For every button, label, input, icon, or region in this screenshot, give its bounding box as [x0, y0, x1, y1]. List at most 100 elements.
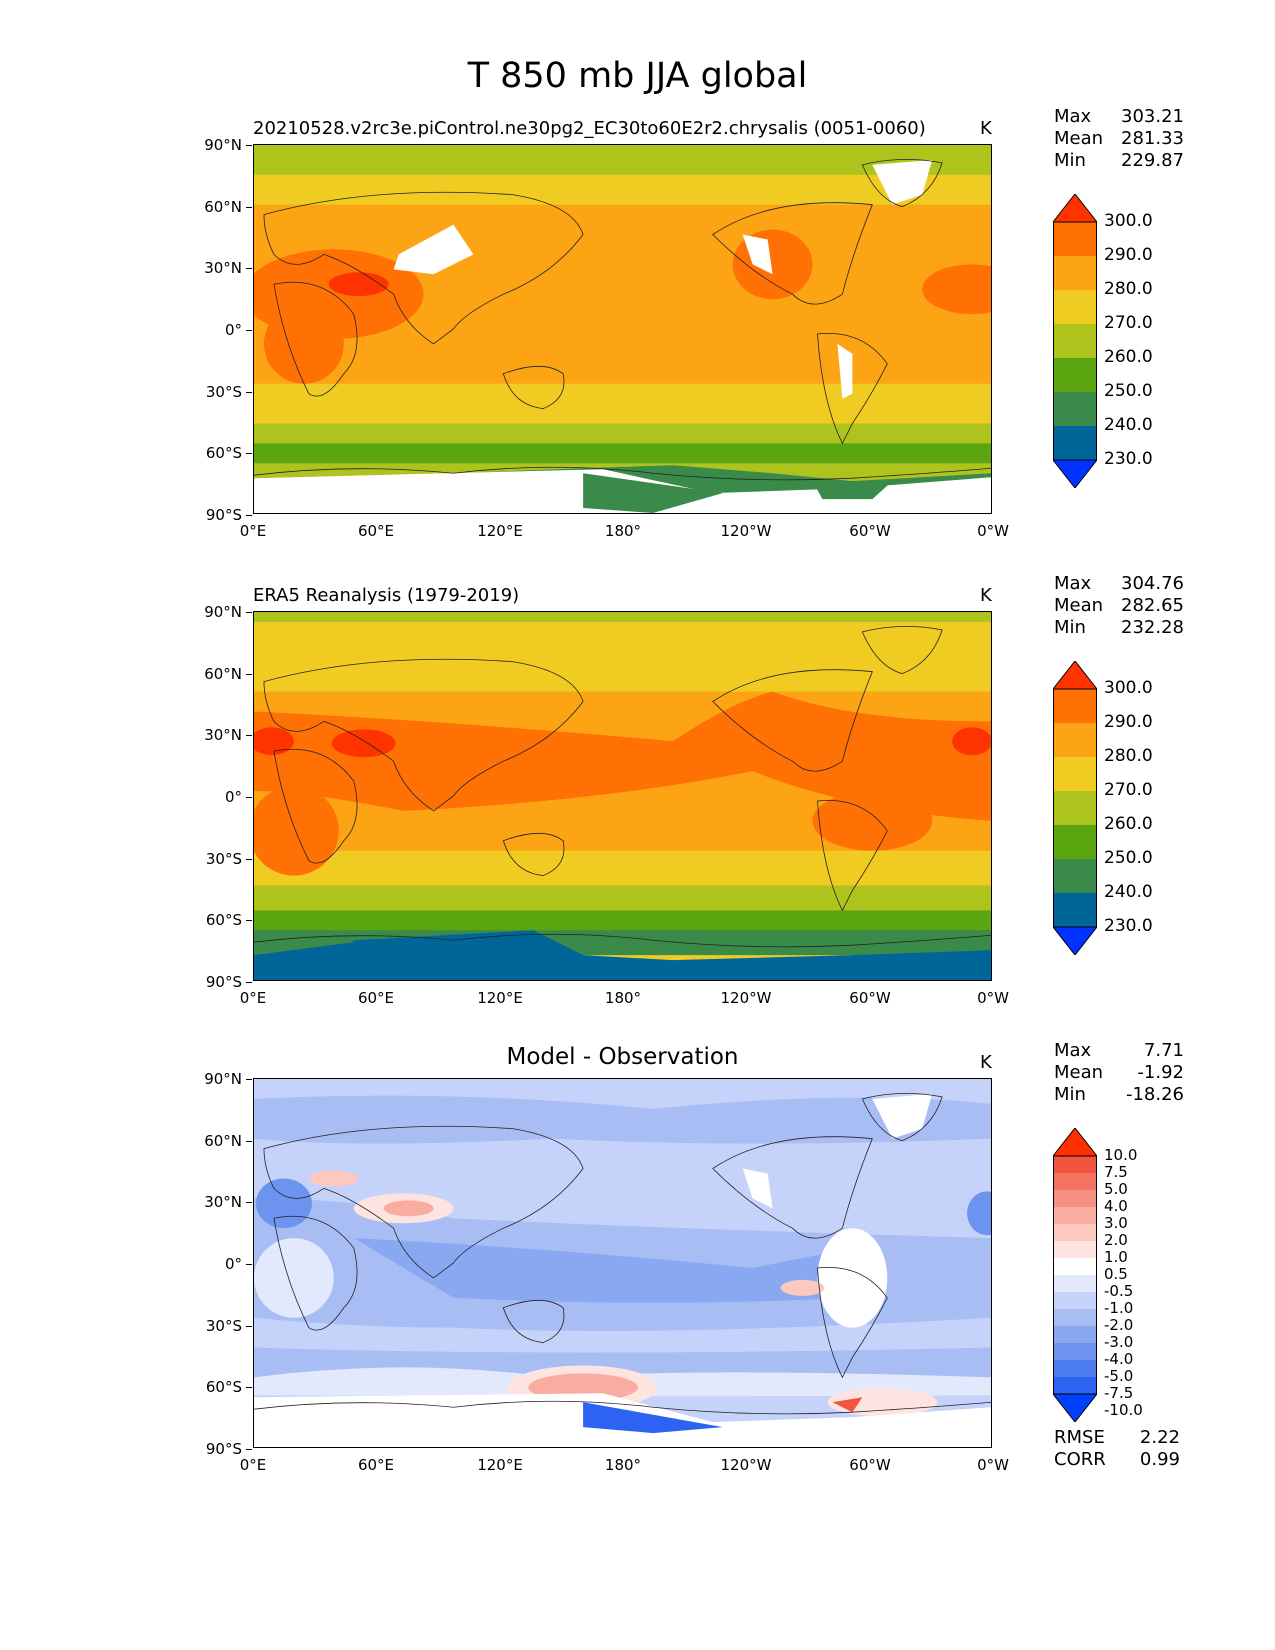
colorbar-tick-label: 5.0: [1104, 1180, 1128, 1198]
colorbar-segment: [1053, 1275, 1097, 1293]
stats-box: Max 303.21 Mean 281.33 Min 229.87: [1054, 106, 1184, 172]
colorbar-segment: [1053, 1173, 1097, 1191]
stat-mean: 281.33: [1121, 128, 1184, 149]
colorbar-tick-label: -10.0: [1104, 1401, 1143, 1419]
colorbar-tick-label: 250.0: [1104, 848, 1153, 868]
lon-tick: 0°E: [239, 522, 267, 540]
lat-tick: 0°: [172, 788, 252, 806]
metric-label: RMSE: [1054, 1427, 1105, 1448]
colorbar-tick-label: 280.0: [1104, 279, 1153, 299]
lat-tick: 60°N: [172, 1132, 252, 1150]
colorbar-segment: [1053, 1292, 1097, 1310]
colorbar-tick-label: 270.0: [1104, 313, 1153, 333]
stat-mean: -1.92: [1137, 1062, 1184, 1083]
lon-tick: 180°: [604, 989, 642, 1007]
lat-tick: 30°N: [172, 259, 252, 277]
colorbar: [1053, 1128, 1097, 1422]
lat-tick: 30°S: [172, 383, 252, 401]
colorbar-tick-label: 260.0: [1104, 814, 1153, 834]
colorbar-tick-label: 230.0: [1104, 916, 1153, 936]
colorbar-tick-label: 300.0: [1104, 678, 1153, 698]
lat-tick: 60°S: [172, 444, 252, 462]
lat-tick: 90°S: [172, 506, 252, 524]
colorbar-extend-top: [1053, 1128, 1097, 1157]
stat-label: Min: [1054, 150, 1086, 171]
lat-tick: 0°: [172, 321, 252, 339]
colorbar-segment: [1053, 222, 1097, 257]
colorbar-tick-label: 260.0: [1104, 347, 1153, 367]
colorbar-tick-label: 3.0: [1104, 1214, 1128, 1232]
colorbar-segment: [1053, 723, 1097, 758]
colorbar-frame: [1053, 688, 1097, 928]
panel-title: 20210528.v2rc3e.piControl.ne30pg2_EC30to…: [253, 118, 926, 139]
lat-tick: 30°N: [172, 1193, 252, 1211]
lon-tick: 0°E: [239, 989, 267, 1007]
colorbar-tick-label: 2.0: [1104, 1231, 1128, 1249]
colorbar-segment: [1053, 757, 1097, 792]
colorbar-segment: [1053, 859, 1097, 894]
colorbar-tick-label: 1.0: [1104, 1248, 1128, 1266]
panel-title: Model - Observation: [506, 1044, 739, 1070]
colorbar-tick-label: 290.0: [1104, 712, 1153, 732]
colorbar-tick-label: 0.5: [1104, 1265, 1128, 1283]
lon-tick: 60°E: [357, 1456, 395, 1474]
lat-tick: 30°S: [172, 1317, 252, 1335]
colorbar-svg: [1053, 1128, 1097, 1422]
colorbar-segment: [1053, 1258, 1097, 1276]
colorbar-tick-label: 280.0: [1104, 746, 1153, 766]
colorbar-tick-label: 300.0: [1104, 211, 1153, 231]
lon-tick: 0°W: [977, 1456, 1009, 1474]
map-difference: [253, 1078, 992, 1448]
lon-tick: 120°W: [720, 522, 772, 540]
colorbar-extend-bottom: [1053, 926, 1097, 955]
units-label: K: [980, 1052, 992, 1073]
colorbar-segment: [1053, 1360, 1097, 1378]
colorbar-extend-bottom: [1053, 1393, 1097, 1422]
lat-tick: 30°N: [172, 726, 252, 744]
colorbar-segment: [1053, 392, 1097, 427]
lat-tick: 90°N: [172, 136, 252, 154]
colorbar-tick-label: 7.5: [1104, 1163, 1128, 1181]
colorbar-segment: [1053, 1190, 1097, 1208]
panel-observation: ERA5 Reanalysis (1979-2019) K: [0, 573, 1275, 1055]
lat-tick: 90°S: [172, 973, 252, 991]
stat-max: 304.76: [1121, 573, 1184, 594]
colorbar-tick-label: 10.0: [1104, 1146, 1138, 1164]
map-field: [254, 612, 991, 980]
lon-tick: 180°: [604, 1456, 642, 1474]
colorbar-tick-label: -4.0: [1104, 1350, 1134, 1368]
colorbar-tick-label: -3.0: [1104, 1333, 1134, 1351]
lat-tick: 60°S: [172, 911, 252, 929]
lon-tick: 60°E: [357, 522, 395, 540]
stat-label: Mean: [1054, 1062, 1104, 1083]
colorbar-frame: [1053, 1155, 1097, 1395]
colorbar-segment: [1053, 1326, 1097, 1344]
colorbar-segment: [1053, 1156, 1097, 1174]
lon-tick: 60°W: [849, 522, 891, 540]
corr-value: 0.99: [1139, 1449, 1180, 1470]
colorbar-extend-bottom: [1053, 459, 1097, 488]
stat-label: Max: [1054, 573, 1092, 594]
units-label: K: [980, 585, 992, 606]
lon-tick: 0°E: [239, 1456, 267, 1474]
stat-label: Max: [1054, 106, 1092, 127]
lon-tick: 60°W: [849, 1456, 891, 1474]
colorbar-tick-label: 240.0: [1104, 882, 1153, 902]
lon-tick: 120°E: [477, 522, 523, 540]
colorbar-tick-label: 4.0: [1104, 1197, 1128, 1215]
colorbar-segment: [1053, 256, 1097, 291]
colorbar-segment: [1053, 1309, 1097, 1327]
colorbar: [1053, 194, 1097, 488]
lat-tick: 90°S: [172, 1440, 252, 1458]
stat-max: 7.71: [1143, 1040, 1184, 1061]
colorbar-segment: [1053, 1224, 1097, 1242]
panel-difference: Model - Observation K: [0, 1040, 1275, 1522]
colorbar-segment: [1053, 358, 1097, 393]
colorbar-tick-label: -2.0: [1104, 1316, 1134, 1334]
lon-tick: 0°W: [977, 989, 1009, 1007]
colorbar-extend-top: [1053, 661, 1097, 690]
colorbar-tick-label: -7.5: [1104, 1384, 1134, 1402]
rmse-value: 2.22: [1139, 1427, 1180, 1448]
stat-label: Min: [1054, 617, 1086, 638]
